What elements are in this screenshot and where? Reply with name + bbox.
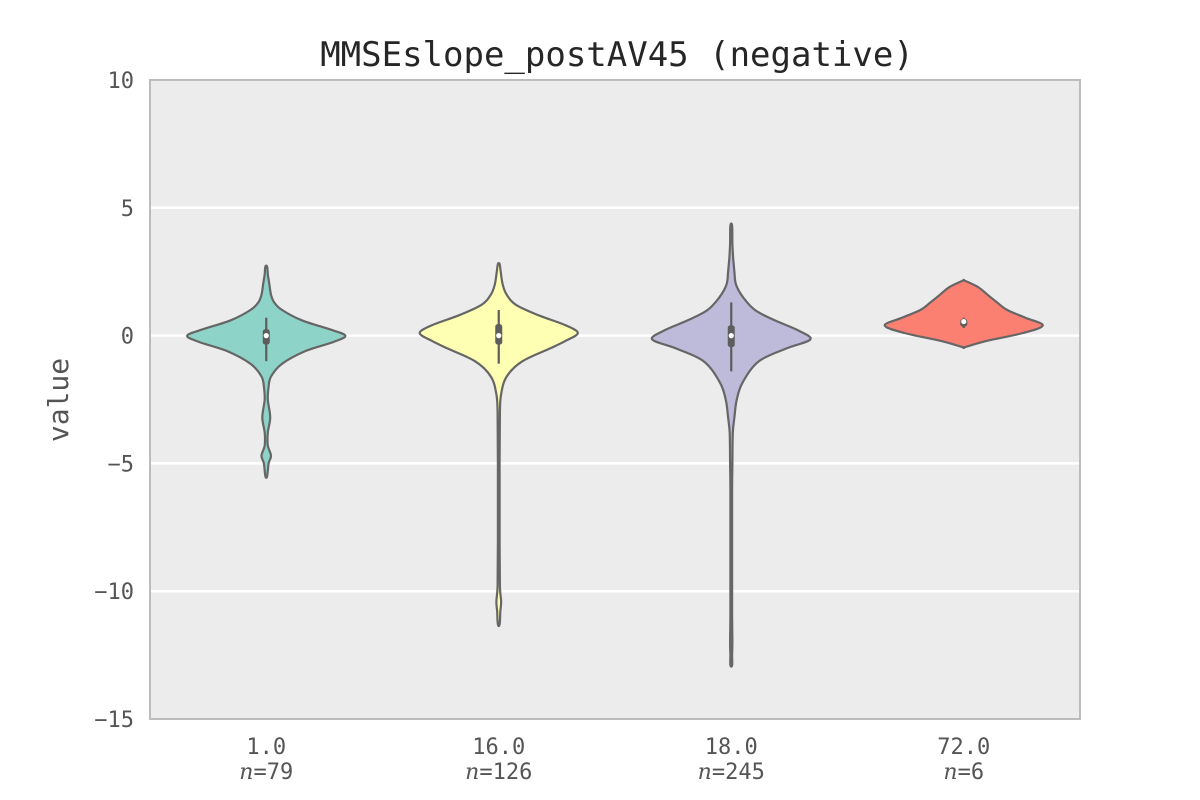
y-tick-label: 10	[108, 69, 135, 94]
plot-frame	[149, 79, 1081, 720]
median-marker	[961, 318, 967, 325]
y-tick-label: −5	[108, 452, 135, 477]
median-marker	[496, 333, 502, 339]
y-tick-label: 0	[121, 325, 134, 350]
violin-body	[883, 278, 1044, 350]
y-axis-label: value	[42, 358, 75, 442]
violins	[186, 222, 1044, 668]
median-marker	[728, 333, 734, 339]
x-tick-label: 18.0	[705, 735, 758, 760]
chart-title: MMSEslope_postAV45 (negative)	[320, 35, 914, 75]
n-count-label: n=6	[943, 760, 984, 785]
violin-1.0	[186, 264, 347, 479]
n-count-label: n=245	[698, 760, 765, 785]
y-tick-label: 5	[121, 197, 134, 222]
tick-labels: −15 −10 −5 0 5 10 1.0n=79 16.0n=126 18.0n=245 72.…	[94, 69, 990, 785]
plot-background	[150, 80, 1080, 719]
violin-72.0	[883, 278, 1044, 350]
violin-body	[650, 222, 812, 668]
x-tick-label: 16.0	[472, 735, 525, 760]
violin-18.0	[650, 222, 812, 668]
violin-body	[186, 264, 347, 479]
median-marker	[263, 333, 269, 339]
violin-16.0	[418, 262, 579, 628]
n-count-label: n=126	[465, 760, 532, 785]
y-tick-label: −15	[94, 708, 134, 733]
n-count-label: n=79	[239, 760, 293, 785]
y-tick-label: −10	[94, 580, 134, 605]
x-tick-label: 1.0	[246, 735, 286, 760]
x-tick-label: 72.0	[937, 735, 990, 760]
violin-body	[418, 262, 579, 628]
